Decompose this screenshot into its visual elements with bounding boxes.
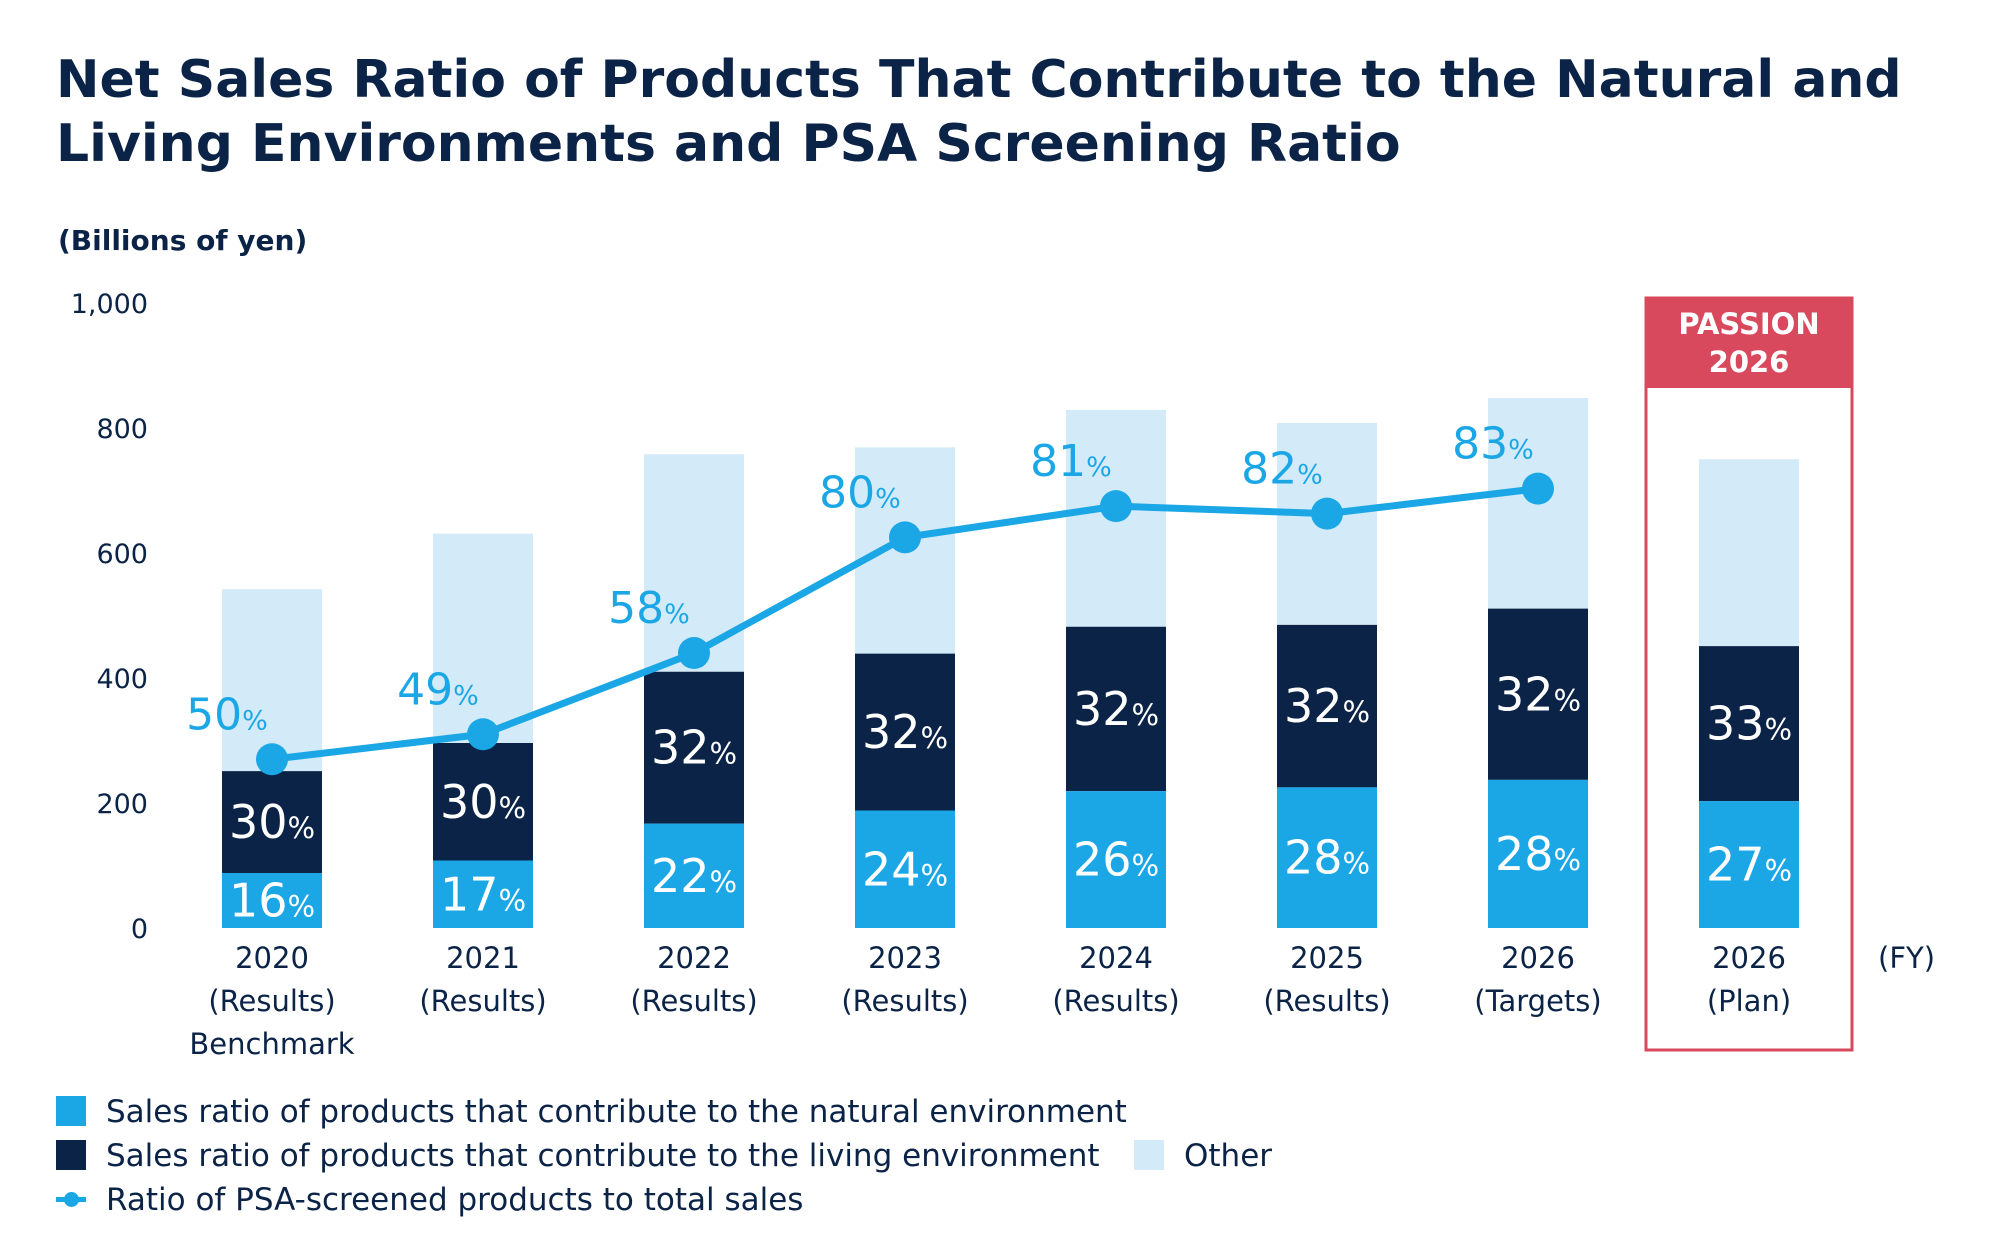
y-tick-label: 400: [96, 664, 148, 695]
legend-swatch-living: [56, 1139, 86, 1170]
bar-segment-other: [433, 533, 533, 743]
x-tick-label: 2025: [1290, 941, 1364, 975]
bar-label-natural: 16%: [229, 874, 315, 928]
psa-data-point: [678, 637, 710, 669]
bar-segment-natural: [1699, 801, 1799, 928]
x-tick-label: (Plan): [1707, 984, 1791, 1018]
x-tick-label: 2021: [446, 941, 520, 975]
bar-label-living: 32%: [651, 721, 737, 775]
bar-label-living: 33%: [1706, 697, 1792, 751]
bar-segment-living: [1066, 626, 1166, 792]
legend-label-other: Other: [1184, 1138, 1273, 1174]
bar-label-natural: 22%: [651, 849, 737, 903]
bar-label-natural: 24%: [862, 842, 948, 896]
psa-data-point: [467, 718, 499, 751]
bar-segment-natural: [855, 810, 955, 928]
legend-item-other: Other: [1134, 1134, 1272, 1178]
passion-2026-label: PASSION: [1678, 307, 1819, 341]
x-tick-label: 2020: [235, 941, 309, 975]
legend-label-psa: Ratio of PSA-screened products to total …: [106, 1182, 804, 1218]
psa-data-point: [889, 521, 921, 554]
x-tick-label: (Results): [1263, 984, 1390, 1018]
bar-segment-living: [433, 743, 533, 861]
x-tick-label: (Results): [841, 984, 968, 1018]
bar-label-natural: 26%: [1073, 833, 1159, 887]
bar-label-natural: 17%: [440, 867, 526, 921]
legend-label-natural: Sales ratio of products that contribute …: [106, 1094, 1127, 1130]
legend-swatch-psa-line: [56, 1184, 86, 1214]
x-tick-label: 2022: [657, 941, 731, 975]
bar-segment-living: [1699, 646, 1799, 802]
bar-segment-natural: [1066, 791, 1166, 928]
stacked-bar-chart: 0 200 400 600 800 1,000 16% 30% 17% 30% 22% 32% 24% 3…: [71, 289, 1935, 1061]
psa-data-point: [1311, 497, 1343, 530]
x-tick-label: 2026: [1712, 941, 1786, 975]
bar-segment-natural: [1488, 779, 1588, 928]
bar-segment-living: [855, 653, 955, 811]
bar-label-living: 32%: [1284, 679, 1370, 733]
legend-swatch-other: [1134, 1139, 1164, 1170]
legend-swatch-natural: [56, 1095, 86, 1126]
legend-item-living: Sales ratio of products that contribute …: [56, 1134, 1100, 1178]
legend-item-psa: Ratio of PSA-screened products to total …: [56, 1178, 803, 1222]
bar-segment-living: [1488, 608, 1588, 780]
x-tick-label: 2024: [1079, 941, 1153, 975]
y-tick-label: 600: [96, 539, 148, 570]
y-tick-label: 0: [131, 914, 148, 945]
x-axis-unit-label: (FY): [1878, 941, 1935, 975]
x-tick-label: (Targets): [1474, 984, 1601, 1018]
bar-label-natural: 28%: [1284, 831, 1370, 885]
bar-segment-natural: [644, 823, 744, 928]
bar-segment-living: [644, 671, 744, 824]
psa-data-label: 80%: [819, 467, 901, 518]
bar-label-natural: 27%: [1706, 838, 1792, 892]
bar-segment-other: [222, 589, 322, 772]
bar-label-living: 32%: [1495, 667, 1581, 721]
bar-segment-natural: [433, 860, 533, 928]
psa-data-point: [1522, 472, 1554, 505]
psa-data-label: 58%: [608, 583, 690, 634]
legend-label-living: Sales ratio of products that contribute …: [106, 1138, 1100, 1174]
legend-item-natural: Sales ratio of products that contribute …: [56, 1090, 1127, 1134]
bar-label-living: 32%: [1073, 682, 1159, 736]
y-tick-label: 800: [96, 414, 148, 445]
y-tick-label: 1,000: [71, 289, 148, 320]
y-tick-label: 200: [96, 789, 148, 820]
x-tick-label: (Results): [1052, 984, 1179, 1018]
bar-segment-living: [222, 771, 322, 873]
x-tick-label: 2026: [1501, 941, 1575, 975]
x-tick-label: (Results): [208, 984, 335, 1018]
psa-data-label: 49%: [397, 664, 479, 715]
x-tick-label: (Results): [630, 984, 757, 1018]
psa-data-label: 83%: [1452, 419, 1534, 470]
bar-segment-natural: [222, 873, 322, 928]
bar-label-living: 32%: [862, 705, 948, 759]
x-tick-label: (Results): [419, 984, 546, 1018]
y-axis-unit-label: (Billions of yen): [58, 224, 308, 257]
psa-data-point: [256, 743, 288, 776]
passion-2026-header: [1646, 298, 1852, 388]
bar-label-natural: 28%: [1495, 827, 1581, 881]
psa-data-point: [1100, 490, 1132, 523]
x-tick-label: 2023: [868, 941, 942, 975]
psa-data-label: 82%: [1241, 444, 1323, 495]
bar-label-living: 30%: [440, 775, 526, 829]
bar-segment-natural: [1277, 787, 1377, 928]
bar-label-living: 30%: [229, 795, 315, 849]
x-tick-label: Benchmark: [189, 1027, 354, 1061]
psa-data-label: 50%: [186, 689, 268, 740]
bar-segment-other: [1699, 459, 1799, 647]
psa-data-label: 81%: [1030, 436, 1112, 487]
chart-title: Net Sales Ratio of Products That Contrib…: [56, 50, 1902, 174]
passion-2026-label: 2026: [1709, 345, 1790, 379]
bar-segment-living: [1277, 624, 1377, 788]
